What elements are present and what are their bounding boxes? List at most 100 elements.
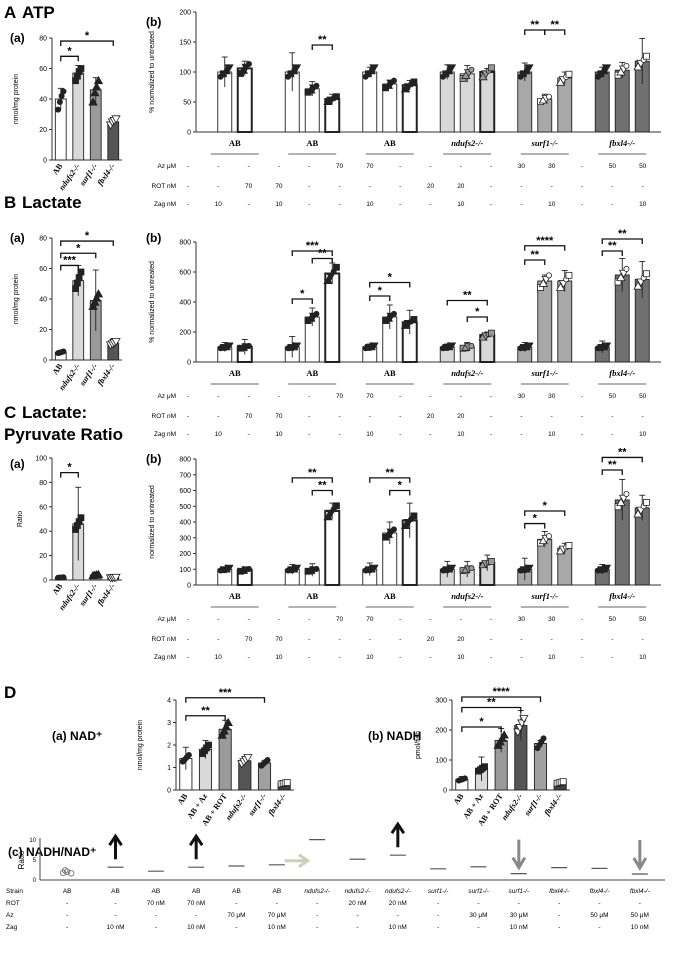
- treatment-value: 10: [639, 201, 647, 208]
- treatment-value: -: [369, 636, 371, 643]
- significance-bracket: [601, 238, 643, 244]
- data-point: [77, 514, 85, 522]
- treatment-value: -: [460, 163, 462, 170]
- data-point: [291, 342, 302, 351]
- treatment-value: -: [490, 616, 492, 623]
- y-tick-label: 0: [443, 788, 447, 795]
- treatment-value: 70: [275, 636, 283, 643]
- treatment-value: -: [429, 393, 431, 400]
- table-row-title: Strain: [6, 888, 23, 895]
- treatment-value: -: [187, 183, 189, 190]
- data-point: [72, 285, 79, 293]
- significance-bracket: [369, 295, 391, 301]
- data-point: [283, 779, 291, 786]
- table-cell: -: [114, 900, 116, 907]
- table-cell: -: [155, 924, 157, 931]
- treatment-value: -: [308, 616, 310, 623]
- table-cell: -: [477, 900, 479, 907]
- y-tick-label: 300: [435, 698, 447, 705]
- significance-label: **: [530, 19, 539, 31]
- treatment-value: -: [338, 413, 340, 420]
- table-cell: AB: [192, 888, 201, 895]
- data-point: [60, 88, 67, 95]
- table-cell: -: [558, 900, 560, 907]
- y-tick-label: 500: [179, 504, 191, 511]
- data-point: [369, 342, 379, 351]
- strain-label: fbxl4-/-: [609, 368, 635, 378]
- treatment-value: 70: [336, 163, 344, 170]
- significance-bracket: [446, 299, 488, 306]
- significance-label: *: [475, 306, 480, 318]
- treatment-value: -: [490, 413, 492, 420]
- table-cell: AB: [232, 888, 241, 895]
- treatment-value: 10: [548, 201, 556, 208]
- y-tick-label: 300: [179, 535, 191, 542]
- treatment-value: 50: [609, 393, 617, 400]
- x-tick-label: AB: [51, 161, 65, 176]
- y-tick-label: 100: [179, 70, 191, 77]
- data-point: [333, 93, 340, 101]
- treatment-value: 10: [548, 654, 556, 661]
- data-point: [643, 270, 650, 278]
- treatment-value: 30: [548, 393, 556, 400]
- table-cell: AB: [63, 888, 72, 895]
- significance-label: *: [85, 30, 90, 42]
- treatment-value: -: [581, 616, 583, 623]
- treatment-value: -: [248, 654, 250, 661]
- x-tick-label: AB: [51, 581, 65, 596]
- treatment-value: -: [369, 413, 371, 420]
- data-point: [618, 269, 629, 279]
- table-cell: 70 μM: [268, 912, 286, 919]
- y-tick-label: 200: [179, 10, 191, 17]
- treatment-value: -: [490, 431, 492, 438]
- treatment-value: 30: [518, 163, 526, 170]
- data-point: [60, 348, 67, 355]
- treatment-value: -: [520, 413, 522, 420]
- treatment-value: -: [611, 636, 613, 643]
- data-point: [545, 533, 552, 540]
- y-tick-label: 3: [167, 720, 171, 727]
- treatment-value: -: [338, 654, 340, 661]
- treatment-value: -: [187, 201, 189, 208]
- treatment-value: 10: [639, 654, 647, 661]
- data-point: [245, 342, 252, 349]
- data-point: [56, 99, 63, 106]
- table-cell: 30 μM: [510, 912, 528, 919]
- treatment-value: 10: [366, 654, 374, 661]
- table-cell: -: [437, 900, 439, 907]
- strain-label: surf1-/-: [531, 368, 559, 378]
- data-point: [111, 573, 121, 583]
- significance-label: **: [550, 19, 559, 31]
- y-tick-label: 200: [179, 551, 191, 558]
- treatment-value: -: [399, 616, 401, 623]
- data-point: [291, 564, 302, 573]
- data-point: [565, 271, 573, 279]
- y-tick-label: 0: [43, 358, 47, 365]
- significance-label: *: [85, 230, 90, 242]
- panel-label: (a): [10, 457, 25, 471]
- treatment-value: -: [551, 636, 553, 643]
- bar: [557, 77, 573, 133]
- y-tick-label: 80: [39, 236, 47, 243]
- section-a-letter: A: [4, 3, 16, 22]
- treatment-value: 10: [366, 201, 374, 208]
- significance-label: *: [388, 272, 393, 284]
- significance-label: *: [378, 285, 383, 297]
- y-tick-label: 100: [35, 456, 47, 463]
- treatment-value: -: [248, 201, 250, 208]
- treatment-value: -: [490, 201, 492, 208]
- y-tick-label: 0: [187, 360, 191, 367]
- significance-label: *: [479, 716, 484, 728]
- data-point: [446, 564, 457, 573]
- treatment-value: 50: [609, 616, 617, 623]
- x-tick-label: fbxl4-/-: [95, 582, 117, 607]
- table-cell: -: [316, 924, 318, 931]
- x-tick-label: AB: [51, 361, 65, 376]
- table-row-title: ROT: [6, 900, 20, 907]
- y-tick-label: 40: [39, 529, 47, 536]
- significance-label: **: [487, 697, 496, 709]
- data-point: [90, 297, 100, 306]
- significance-label: *: [67, 45, 72, 57]
- y-tick-label: 4: [167, 698, 171, 705]
